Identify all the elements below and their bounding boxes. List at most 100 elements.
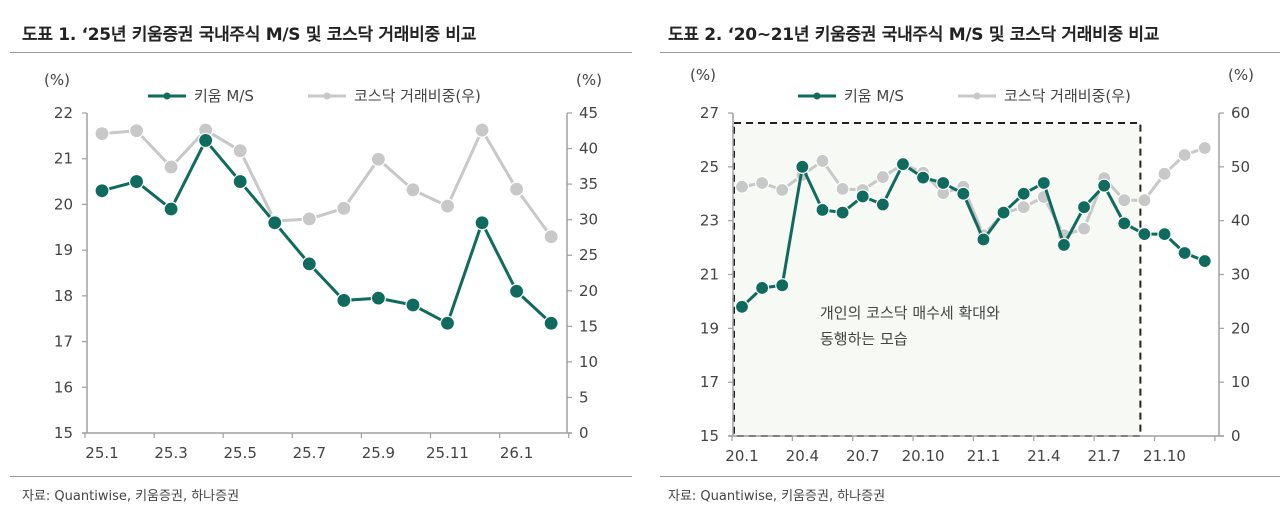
data-point-kiwoom	[734, 299, 750, 314]
data-point-kosdaq	[775, 182, 790, 198]
x-tick-label: 21.7	[1087, 447, 1120, 465]
x-tick-label: 25.3	[154, 444, 187, 462]
data-point-kosdaq	[1197, 140, 1212, 156]
data-point-kiwoom	[128, 173, 145, 190]
legend-label-kiwoom: 키움 M/S	[844, 87, 904, 105]
data-point-kosdaq	[1177, 147, 1192, 163]
data-point-kiwoom	[875, 197, 890, 212]
x-tick-label: 21.1	[967, 447, 1000, 465]
legend: 키움 M/S 코스닥 거래비중(우)	[148, 87, 481, 105]
right-tick-label: 40	[1231, 212, 1250, 230]
chart-title: 도표 2. ‘20~21년 키움증권 국내주식 M/S 및 코스닥 거래비중 비…	[668, 25, 1160, 45]
left-tick-label: 17	[700, 373, 719, 391]
right-tick-label: 0	[579, 424, 589, 442]
legend-marker-kiwoom	[163, 92, 171, 100]
data-point-kiwoom	[1157, 227, 1172, 242]
left-tick-label: 15	[700, 427, 719, 445]
x-tick-label: 21.10	[1143, 447, 1186, 465]
legend-label-kosdaq: 코스닥 거래비중(우)	[1004, 87, 1131, 105]
chart-title: 도표 1. ‘25년 키움증권 국내주식 M/S 및 코스닥 거래비중 비교	[22, 25, 477, 45]
data-point-kiwoom	[1137, 227, 1152, 242]
data-point-kiwoom	[370, 290, 386, 306]
data-point-kiwoom	[198, 132, 214, 149]
legend-label-kosdaq: 코스닥 거래비중(우)	[354, 87, 481, 105]
right-tick-label: 20	[579, 282, 598, 300]
legend: 키움 M/S 코스닥 거래비중(우)	[798, 87, 1131, 105]
right-tick-label: 10	[1231, 373, 1250, 391]
chart-plot: 15 16 17 18 19 20 21 22 0 5 10 15 20 25 30 35 40 45 (%) (%)…	[44, 71, 602, 462]
right-tick-label: 5	[579, 388, 589, 406]
x-tick-label: 20.7	[846, 447, 879, 465]
left-axis-unit: (%)	[690, 66, 716, 84]
annotation-text: 개인의 코스닥 매수세 확대와	[820, 304, 1000, 322]
data-point-kosdaq	[94, 126, 110, 142]
data-point-kiwoom	[439, 315, 456, 331]
data-point-kiwoom	[301, 256, 317, 272]
right-tick-label: 30	[1231, 266, 1250, 284]
data-point-kiwoom	[936, 175, 951, 191]
series-line-kiwoom	[101, 137, 553, 326]
x-tick-label: 25.7	[293, 444, 326, 462]
data-point-kosdaq	[1137, 193, 1152, 208]
data-point-kiwoom	[543, 315, 559, 331]
right-tick-label: 30	[579, 211, 598, 229]
data-point-kosdaq	[163, 159, 179, 175]
source-note: 자료: Quantiwise, 키움증권, 하나증권	[668, 489, 886, 504]
data-point-kosdaq	[1157, 166, 1172, 181]
right-tick-label: 0	[1231, 427, 1241, 445]
x-tick-label: 20.10	[902, 447, 945, 465]
x-tick-label: 20.4	[786, 447, 819, 465]
data-point-kiwoom	[336, 292, 352, 309]
left-tick-label: 16	[54, 378, 73, 396]
title-divider	[10, 52, 632, 53]
right-tick-label: 15	[579, 317, 598, 335]
left-tick-label: 25	[700, 158, 719, 176]
x-tick-label: 26.1	[500, 444, 533, 462]
legend-marker-kiwoom	[813, 92, 821, 100]
data-point-kiwoom	[755, 280, 770, 296]
source-divider	[660, 476, 1280, 477]
right-tick-label: 45	[579, 104, 598, 122]
x-tick-label: 21.4	[1027, 447, 1060, 465]
data-point-kiwoom	[94, 183, 110, 199]
data-point-kiwoom	[267, 215, 283, 231]
source-divider	[10, 476, 632, 477]
data-point-kiwoom	[976, 232, 991, 247]
left-tick-label: 18	[54, 287, 73, 305]
data-point-kiwoom	[1177, 245, 1192, 261]
data-point-kosdaq	[439, 198, 456, 214]
data-point-kosdaq	[301, 211, 317, 227]
data-point-kiwoom	[956, 186, 971, 201]
legend-label-kiwoom: 키움 M/S	[194, 87, 254, 105]
source-note: 자료: Quantiwise, 키움증권, 하나증권	[22, 489, 240, 504]
data-point-kosdaq	[815, 153, 830, 169]
data-point-kiwoom	[163, 201, 179, 217]
data-point-kiwoom	[1036, 175, 1051, 191]
data-point-kiwoom	[895, 157, 911, 172]
data-point-kosdaq	[835, 181, 850, 197]
data-point-kiwoom	[775, 278, 790, 293]
data-point-kiwoom	[1097, 178, 1112, 193]
chart-plot: 15 17 19 21 23 25 27 0 10 20 30 40 50 60 (%) (%) 20.1 20.…	[690, 66, 1254, 465]
data-point-kiwoom	[815, 202, 830, 217]
left-tick-label: 17	[54, 333, 73, 351]
left-tick-label: 23	[700, 212, 719, 230]
data-point-kiwoom	[508, 283, 525, 299]
x-tick-label: 25.1	[85, 444, 118, 462]
right-tick-label: 60	[1231, 104, 1250, 122]
data-point-kosdaq	[336, 200, 352, 216]
left-tick-label: 21	[700, 266, 719, 284]
data-point-kiwoom	[1076, 200, 1092, 215]
data-point-kosdaq	[1076, 221, 1092, 236]
right-tick-label: 35	[579, 175, 598, 193]
data-point-kiwoom	[474, 215, 490, 231]
legend-marker-kosdaq	[323, 92, 331, 100]
data-point-kosdaq	[1117, 193, 1132, 208]
data-point-kosdaq	[1016, 200, 1031, 215]
right-tick-label: 10	[579, 353, 598, 371]
series-line-kosdaq	[101, 126, 553, 238]
title-divider	[660, 52, 1280, 53]
x-tick-label: 20.1	[725, 447, 758, 465]
left-tick-label: 22	[54, 104, 73, 122]
data-point-kiwoom	[996, 205, 1011, 220]
